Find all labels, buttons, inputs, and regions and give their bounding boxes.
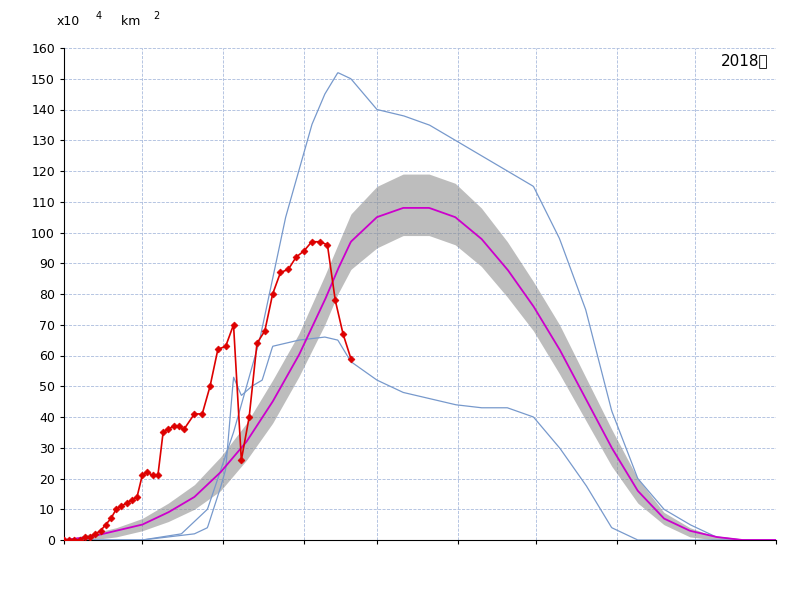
Text: 2: 2 [153, 11, 159, 21]
Text: x10: x10 [57, 16, 80, 28]
Text: 4: 4 [96, 11, 102, 21]
Text: km: km [118, 16, 141, 28]
Text: 2018年: 2018年 [722, 53, 769, 68]
